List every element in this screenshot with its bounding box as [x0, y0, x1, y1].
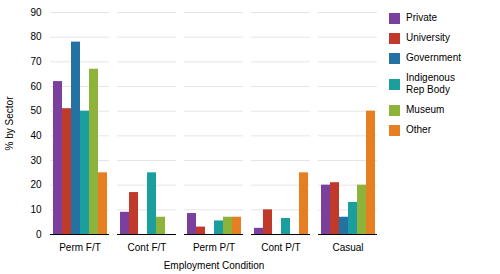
svg-text:90: 90 [30, 7, 42, 18]
svg-text:10: 10 [30, 204, 42, 215]
svg-text:Cont F/T: Cont F/T [128, 242, 167, 253]
svg-text:40: 40 [30, 130, 42, 141]
svg-text:60: 60 [30, 81, 42, 92]
svg-text:0: 0 [36, 229, 42, 240]
svg-text:% by Sector: % by Sector [4, 96, 15, 151]
html-text:Other: Other [406, 124, 431, 135]
svg-text:Perm P/T: Perm P/T [193, 242, 235, 253]
html-text:University: University [406, 32, 450, 43]
svg-text:Employment Condition: Employment Condition [164, 260, 265, 271]
html-text:Museum: Museum [406, 104, 445, 115]
svg-text:Casual: Casual [332, 242, 363, 253]
svg-text:50: 50 [30, 105, 42, 116]
svg-text:Cont P/T: Cont P/T [261, 242, 300, 253]
svg-text:70: 70 [30, 56, 42, 67]
html-text:Indigenous Rep Body: Indigenous Rep Body [406, 72, 455, 95]
svg-text:20: 20 [30, 179, 42, 190]
html-text:Government: Government [406, 52, 461, 63]
html-text:Private: Private [406, 12, 438, 23]
svg-text:80: 80 [30, 31, 42, 42]
svg-text:Perm F/T: Perm F/T [59, 242, 101, 253]
svg-text:30: 30 [30, 155, 42, 166]
